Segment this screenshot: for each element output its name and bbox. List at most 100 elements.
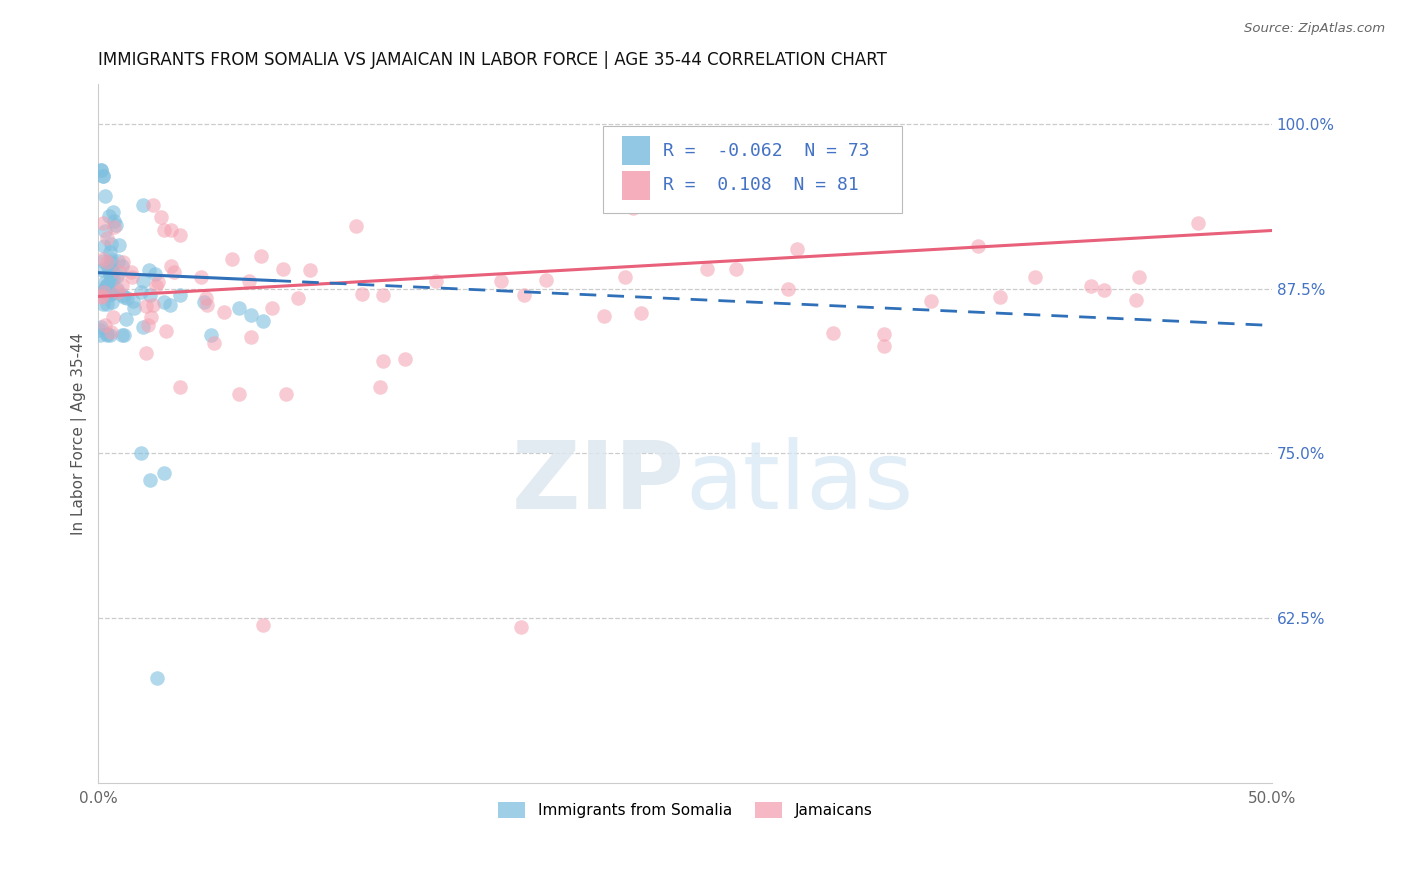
Point bbox=[252, 314, 274, 328]
Point bbox=[101, 272, 124, 286]
Point bbox=[613, 270, 636, 285]
Point bbox=[103, 310, 125, 324]
Point bbox=[105, 268, 128, 283]
Point bbox=[101, 264, 124, 278]
Point bbox=[202, 336, 225, 351]
Point bbox=[97, 264, 120, 278]
Point bbox=[90, 290, 112, 304]
Point bbox=[212, 305, 235, 319]
Point bbox=[271, 261, 294, 276]
Point bbox=[821, 326, 844, 340]
Point bbox=[153, 294, 176, 309]
Point bbox=[91, 169, 114, 184]
Point bbox=[169, 227, 191, 242]
Point bbox=[96, 278, 118, 293]
Point bbox=[139, 310, 162, 325]
Point bbox=[90, 162, 112, 177]
Point bbox=[132, 320, 155, 334]
Point bbox=[98, 268, 121, 283]
Point bbox=[138, 263, 160, 277]
Point bbox=[145, 279, 167, 293]
Point bbox=[425, 274, 447, 288]
Point bbox=[111, 278, 134, 293]
Point bbox=[93, 283, 115, 297]
Point bbox=[98, 288, 121, 302]
Text: IMMIGRANTS FROM SOMALIA VS JAMAICAN IN LABOR FORCE | AGE 35-44 CORRELATION CHART: IMMIGRANTS FROM SOMALIA VS JAMAICAN IN L… bbox=[98, 51, 887, 69]
Point bbox=[103, 214, 125, 228]
Point bbox=[91, 254, 114, 268]
Point bbox=[89, 327, 111, 342]
Point bbox=[744, 189, 766, 203]
Point bbox=[112, 289, 135, 303]
Point bbox=[1128, 270, 1150, 285]
Point bbox=[190, 269, 212, 284]
Point bbox=[169, 288, 191, 302]
Point bbox=[115, 291, 138, 305]
Point bbox=[195, 298, 218, 312]
Point bbox=[100, 254, 122, 268]
Point bbox=[100, 325, 122, 339]
Point bbox=[91, 297, 114, 311]
FancyBboxPatch shape bbox=[621, 170, 650, 200]
Point bbox=[155, 324, 177, 338]
Point bbox=[873, 339, 896, 353]
Point bbox=[96, 297, 118, 311]
Point bbox=[96, 327, 118, 342]
Point bbox=[120, 265, 142, 279]
Point bbox=[287, 291, 309, 305]
Point bbox=[91, 169, 114, 184]
Point bbox=[114, 312, 136, 326]
Point bbox=[108, 265, 131, 279]
Point bbox=[1080, 278, 1102, 293]
Point bbox=[121, 294, 143, 309]
Point bbox=[148, 275, 170, 289]
Point bbox=[89, 323, 111, 337]
Point bbox=[873, 326, 896, 341]
Point bbox=[509, 620, 531, 634]
Point bbox=[350, 286, 373, 301]
Text: atlas: atlas bbox=[685, 436, 914, 528]
Point bbox=[725, 261, 748, 276]
Point bbox=[98, 244, 121, 259]
Point bbox=[299, 262, 322, 277]
Point bbox=[1092, 283, 1115, 297]
Point bbox=[153, 466, 176, 480]
Y-axis label: In Labor Force | Age 35-44: In Labor Force | Age 35-44 bbox=[72, 333, 87, 535]
Point bbox=[100, 236, 122, 251]
Point bbox=[122, 301, 145, 316]
Point bbox=[200, 327, 222, 342]
Point bbox=[160, 223, 183, 237]
Point bbox=[491, 274, 513, 288]
Point bbox=[139, 473, 162, 487]
Point bbox=[121, 269, 143, 284]
Point bbox=[97, 209, 120, 223]
Point bbox=[534, 273, 557, 287]
Point bbox=[135, 346, 157, 360]
Point bbox=[129, 285, 152, 300]
Point bbox=[97, 260, 120, 274]
Point bbox=[101, 285, 124, 300]
Point bbox=[98, 327, 121, 342]
Point bbox=[112, 327, 135, 342]
Point bbox=[105, 281, 128, 295]
Point bbox=[93, 285, 115, 299]
Point bbox=[111, 327, 134, 342]
Point bbox=[513, 288, 536, 302]
Point bbox=[344, 219, 367, 233]
Point bbox=[139, 288, 162, 302]
Point bbox=[96, 255, 118, 269]
Point bbox=[966, 239, 988, 253]
Point bbox=[778, 282, 800, 296]
Point bbox=[249, 249, 271, 263]
Point bbox=[262, 301, 284, 316]
Point bbox=[129, 446, 152, 460]
Point bbox=[193, 294, 215, 309]
Point bbox=[373, 354, 395, 368]
Point bbox=[103, 219, 125, 234]
Point bbox=[371, 287, 394, 301]
Point bbox=[920, 294, 942, 309]
Point bbox=[108, 237, 131, 252]
Point bbox=[94, 224, 117, 238]
Point bbox=[159, 298, 181, 312]
Point bbox=[162, 265, 184, 279]
